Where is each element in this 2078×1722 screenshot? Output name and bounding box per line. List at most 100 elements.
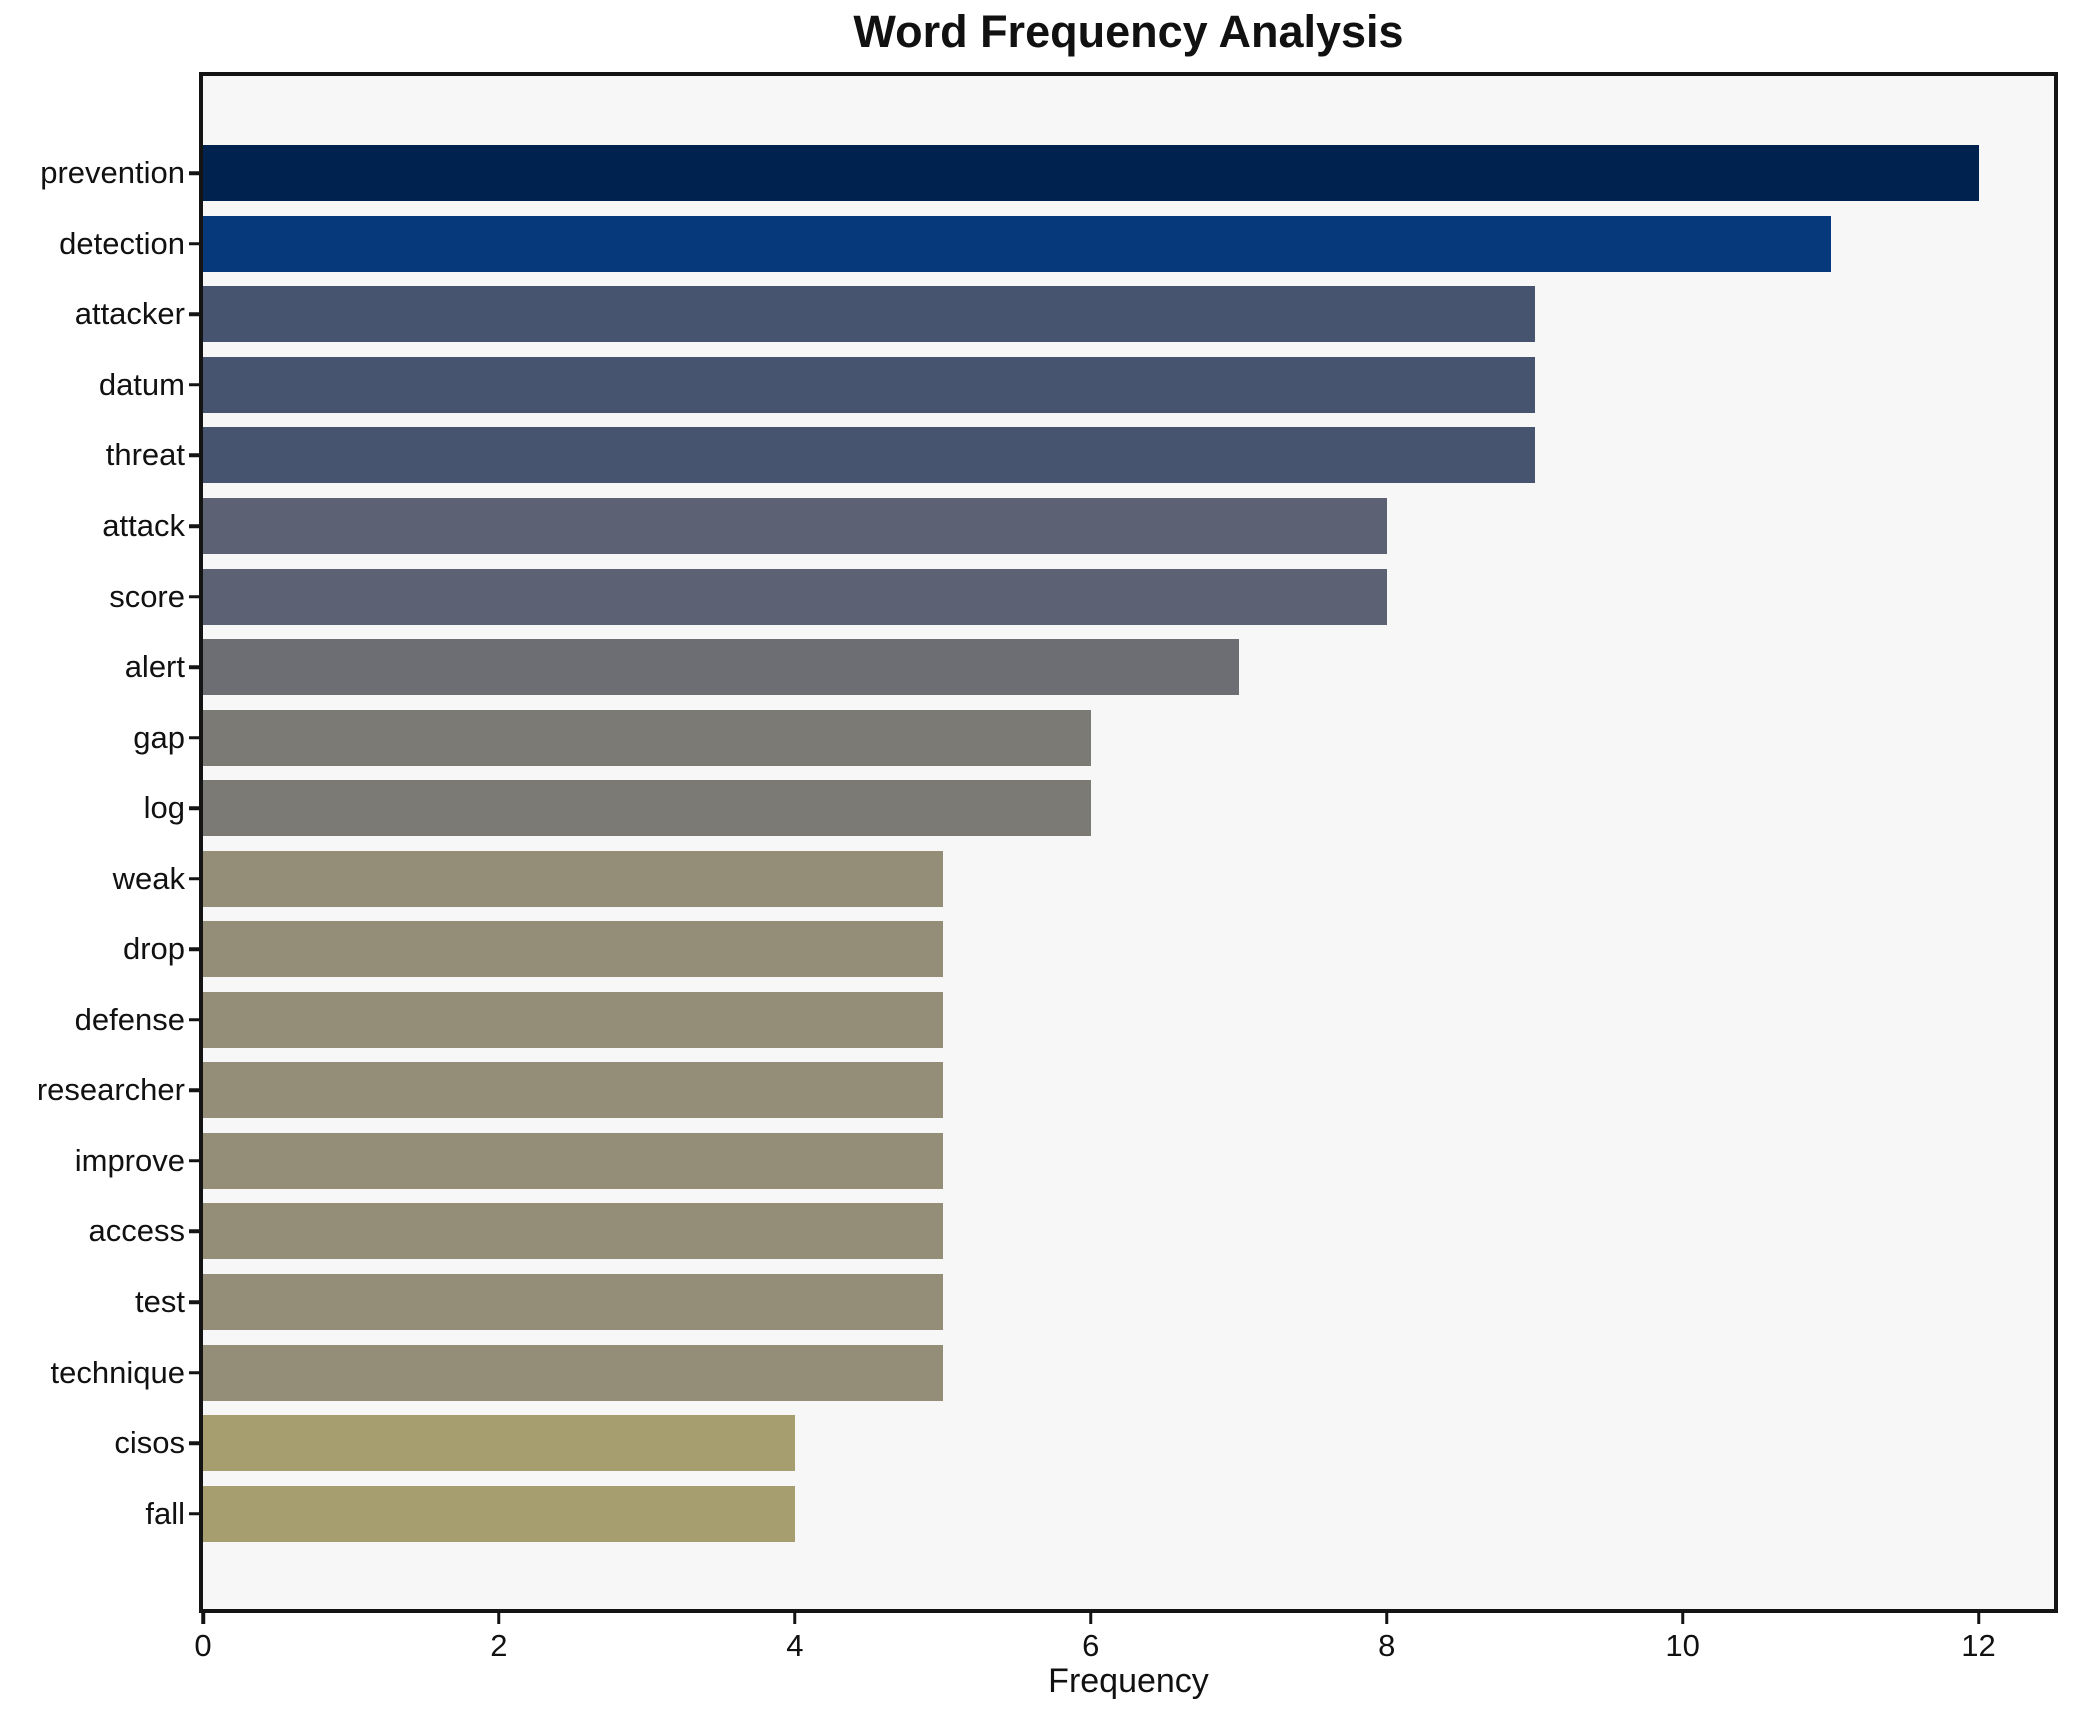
plot-area: prevention detection attacker datum thre… xyxy=(37,72,2058,1613)
y-tick-label: defense xyxy=(74,1001,185,1037)
x-tick-mark xyxy=(1384,1613,1389,1624)
y-tick-mark xyxy=(189,1018,199,1022)
bar-row: defense xyxy=(75,985,2054,1056)
y-tick-mark xyxy=(189,453,199,458)
y-tick-label: cisos xyxy=(114,1425,185,1461)
y-tick-label: technique xyxy=(50,1354,185,1390)
bar-row: weak xyxy=(113,843,2054,914)
frequency-bar xyxy=(203,498,1387,554)
bar-row: attacker xyxy=(75,279,2054,350)
frequency-bar xyxy=(203,709,1091,766)
x-tick-mark xyxy=(1680,1613,1685,1624)
x-tick-label: 0 xyxy=(194,1628,212,1663)
x-tick-label: 10 xyxy=(1665,1628,1700,1663)
y-tick-label: attack xyxy=(102,508,185,543)
y-tick-mark xyxy=(189,242,199,246)
frequency-bar xyxy=(203,1062,943,1119)
y-tick-label: score xyxy=(109,578,185,614)
y-tick-label: fall xyxy=(145,1495,185,1531)
y-tick-label: log xyxy=(143,790,185,826)
bar-row: log xyxy=(144,773,2054,844)
y-tick-mark xyxy=(189,947,199,952)
y-tick-mark xyxy=(189,171,199,176)
x-tick-mark xyxy=(1976,1613,1981,1624)
frequency-bar xyxy=(203,356,1535,413)
bar-row: drop xyxy=(123,914,2054,985)
frequency-bar xyxy=(203,1203,943,1260)
frequency-bar xyxy=(203,991,943,1048)
frequency-bar xyxy=(203,1344,943,1401)
y-tick-label: gap xyxy=(133,719,185,755)
x-tick-mark xyxy=(497,1613,501,1624)
y-tick-label: researcher xyxy=(36,1072,185,1108)
x-tick-mark xyxy=(201,1613,205,1624)
frequency-bar xyxy=(203,286,1535,343)
bar-row: cisos xyxy=(114,1408,2054,1479)
bar-row: fall xyxy=(145,1478,2054,1549)
bar-row: technique xyxy=(51,1337,2054,1408)
y-tick-mark xyxy=(189,312,199,317)
bar-row: test xyxy=(135,1267,2054,1338)
bar-row: datum xyxy=(99,350,2054,421)
y-tick-mark xyxy=(189,665,199,669)
y-tick-mark xyxy=(189,1511,199,1516)
y-tick-label: datum xyxy=(98,366,185,402)
y-tick-label: weak xyxy=(112,860,185,896)
y-tick-label: improve xyxy=(74,1142,185,1178)
y-tick-label: threat xyxy=(105,437,185,473)
x-tick-label: 2 xyxy=(490,1628,508,1663)
frequency-bar xyxy=(203,427,1535,484)
y-tick-label: prevention xyxy=(40,155,185,191)
y-tick-label: test xyxy=(135,1284,185,1320)
y-tick-mark xyxy=(189,806,199,810)
frequency-bar xyxy=(203,780,1091,837)
y-tick-mark xyxy=(189,1300,199,1304)
y-tick-mark xyxy=(189,1441,199,1445)
bar-row: alert xyxy=(125,632,2054,703)
x-tick-mark xyxy=(1089,1613,1093,1624)
frequency-bar xyxy=(203,1415,795,1472)
y-tick-mark xyxy=(189,735,199,740)
frequency-bar xyxy=(203,850,943,907)
bar-row: detection xyxy=(59,209,2054,280)
y-tick-label: attacker xyxy=(74,296,185,332)
x-tick-label: 6 xyxy=(1082,1628,1100,1663)
y-tick-mark xyxy=(189,524,199,528)
x-tick-label: 12 xyxy=(1961,1628,1996,1663)
y-tick-label: detection xyxy=(59,225,185,261)
y-tick-mark xyxy=(189,383,199,387)
bar-row: prevention xyxy=(40,138,2054,209)
y-tick-mark xyxy=(189,1229,199,1234)
x-tick-label: 4 xyxy=(786,1628,804,1663)
bar-row: attack xyxy=(102,491,2054,562)
frequency-bar xyxy=(203,921,943,978)
y-tick-mark xyxy=(189,1370,199,1375)
x-tick-label: 8 xyxy=(1378,1628,1396,1663)
y-tick-label: drop xyxy=(122,931,185,967)
y-tick-mark xyxy=(189,876,199,881)
frequency-bar xyxy=(203,1132,943,1189)
bar-row: researcher xyxy=(37,1055,2054,1126)
bar-row: threat xyxy=(106,420,2054,491)
frequency-bar xyxy=(203,1485,795,1542)
frequency-bar xyxy=(203,568,1387,625)
bar-row: score xyxy=(109,561,2054,632)
frequency-bar xyxy=(203,145,1979,202)
y-tick-mark xyxy=(189,1159,199,1163)
bar-row: improve xyxy=(75,1126,2054,1197)
y-tick-label: access xyxy=(88,1213,185,1249)
y-tick-mark xyxy=(189,1088,199,1093)
frequency-bar xyxy=(203,215,1831,272)
chart-title: Word Frequency Analysis xyxy=(853,6,1404,57)
y-tick-label: alert xyxy=(124,649,185,685)
x-axis-label: Frequency xyxy=(1048,1662,1209,1700)
frequency-bar xyxy=(203,1274,943,1331)
frequency-bar xyxy=(203,639,1239,696)
y-tick-mark xyxy=(189,594,199,599)
bar-row: access xyxy=(89,1196,2054,1267)
bar-row: gap xyxy=(133,702,2054,773)
bar-rows: prevention detection attacker datum thre… xyxy=(37,76,2054,1609)
x-tick-mark xyxy=(793,1613,797,1624)
